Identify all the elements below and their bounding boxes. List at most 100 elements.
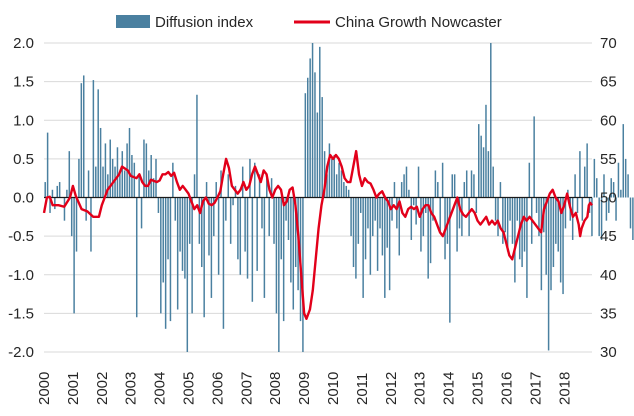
x-tick-label: 2003: [123, 372, 140, 405]
x-axis-ticks: 2000 2001 2002 2003 2004 2005 2006 2007 2008 2009…: [36, 372, 573, 405]
diffusion-bar: [362, 197, 364, 298]
right-tick-label: 60: [600, 112, 617, 129]
diffusion-bar: [461, 197, 463, 237]
diffusion-bar: [237, 197, 239, 260]
diffusion-bar: [593, 158, 596, 198]
x-tick-label: 2004: [152, 372, 169, 405]
diffusion-bar: [350, 197, 352, 237]
diffusion-bar: [458, 197, 461, 229]
diffusion-bar: [63, 197, 66, 221]
diffusion-bar: [287, 197, 290, 240]
diffusion-bar: [340, 170, 343, 198]
diffusion-bar: [470, 170, 473, 198]
diffusion-bar: [591, 197, 593, 237]
diffusion-bar: [321, 97, 323, 198]
diffusion-bar: [169, 197, 172, 322]
diffusion-bar: [140, 197, 143, 229]
diffusion-bar: [504, 197, 506, 233]
diffusion-bar: [107, 174, 109, 198]
x-tick-label: 2006: [209, 372, 226, 405]
diffusion-bar: [533, 116, 535, 198]
diffusion-bar: [319, 46, 321, 198]
diffusion-bar: [437, 182, 439, 198]
x-tick-label: 2015: [470, 372, 487, 405]
right-tick-label: 45: [600, 228, 617, 245]
diffusion-bar: [258, 174, 261, 198]
diffusion-bar: [598, 197, 600, 237]
right-tick-label: 70: [600, 35, 617, 52]
diffusion-bar: [398, 197, 401, 256]
diffusion-bar: [75, 197, 78, 252]
diffusion-bar: [345, 185, 348, 198]
diffusion-bar: [622, 124, 625, 198]
diffusion-bar: [600, 197, 603, 240]
diffusion-bar: [323, 151, 326, 198]
diffusion-bar: [359, 197, 362, 213]
diffusion-bar: [302, 197, 304, 352]
diffusion-bar: [523, 197, 526, 252]
diffusion-bar: [210, 197, 213, 298]
diffusion-bar: [333, 155, 335, 198]
diffusion-bar: [528, 162, 531, 198]
diffusion-bar: [208, 197, 210, 256]
x-tick-label: 2000: [36, 372, 53, 405]
diffusion-bar: [109, 139, 111, 198]
diffusion-bar: [516, 197, 519, 221]
diffusion-bar: [502, 197, 504, 244]
diffusion-bar: [608, 197, 610, 213]
left-tick-label: 0.0: [13, 190, 34, 207]
diffusion-bar: [196, 94, 198, 198]
diffusion-bar: [499, 182, 502, 198]
x-tick-label: 2014: [441, 372, 458, 405]
diffusion-bar: [550, 197, 552, 291]
diffusion-bar: [615, 197, 617, 221]
diffusion-bar: [511, 197, 514, 244]
diffusion-bar: [143, 139, 145, 198]
x-tick-label: 2001: [65, 372, 82, 405]
left-tick-label: -0.5: [8, 228, 34, 245]
diffusion-bar: [78, 158, 80, 198]
right-axis-ticks: 70 65 60 55 50 45 40 35 30: [600, 35, 617, 361]
legend-label-china-growth-nowcaster: China Growth Nowcaster: [335, 14, 502, 31]
diffusion-bar: [145, 143, 148, 198]
diffusion-bar: [157, 197, 160, 213]
diffusion-bar: [400, 182, 403, 198]
diffusion-bar: [87, 170, 90, 198]
diffusion-bar: [275, 197, 278, 314]
diffusion-bar: [306, 77, 309, 198]
diffusion-bar: [535, 197, 538, 213]
diffusion-bar: [85, 197, 87, 221]
diffusion-bar: [410, 197, 413, 240]
diffusion-bar: [456, 197, 458, 252]
diffusion-bar: [311, 43, 314, 198]
diffusion-bar: [232, 197, 234, 206]
diffusion-bar: [133, 162, 136, 198]
diffusion-bar: [564, 197, 567, 229]
right-tick-label: 40: [600, 267, 617, 284]
x-tick-label: 2009: [296, 372, 313, 405]
legend: Diffusion index China Growth Nowcaster: [116, 14, 502, 31]
diffusion-bar: [605, 197, 608, 221]
diffusion-bar: [227, 174, 230, 198]
diffusion-bar: [92, 80, 95, 198]
diffusion-bar: [451, 174, 454, 198]
diffusion-bar: [174, 197, 177, 221]
diffusion-bar: [364, 197, 367, 260]
diffusion-bar: [417, 166, 420, 198]
diffusion-bar: [434, 170, 437, 198]
diffusion-bar: [116, 147, 119, 198]
diffusion-bar: [506, 197, 509, 252]
diffusion-bar: [352, 197, 355, 268]
diffusion-bar: [261, 197, 263, 229]
diffusion-bar: [603, 174, 605, 198]
diffusion-bar: [338, 162, 340, 198]
right-tick-label: 35: [600, 305, 617, 322]
diffusion-bar: [179, 197, 181, 252]
diffusion-bar: [215, 182, 217, 198]
diffusion-bar: [121, 151, 124, 198]
diffusion-bar: [412, 197, 415, 206]
diffusion-bar: [393, 182, 396, 198]
diffusion-bar: [70, 197, 73, 237]
legend-label-diffusion-index: Diffusion index: [155, 14, 254, 31]
diffusion-bar: [309, 58, 311, 198]
